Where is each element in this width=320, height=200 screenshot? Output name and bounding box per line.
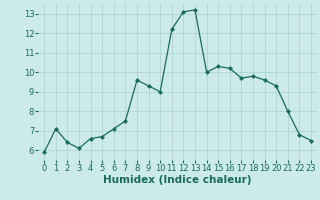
- X-axis label: Humidex (Indice chaleur): Humidex (Indice chaleur): [103, 175, 252, 185]
